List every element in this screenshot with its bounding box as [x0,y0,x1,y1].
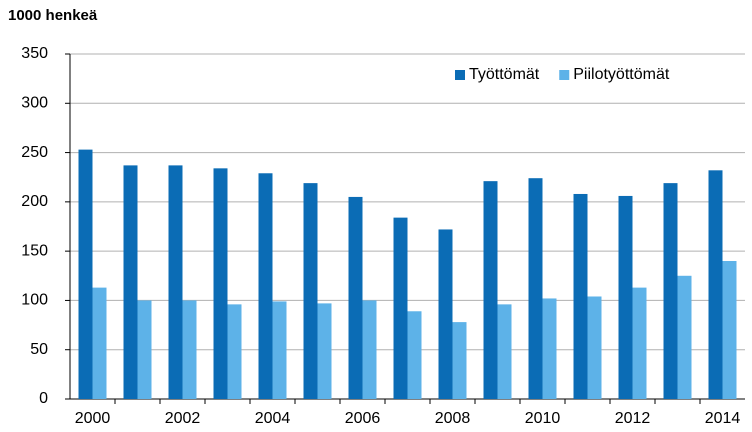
y-tick-label: 350 [21,45,48,62]
legend-swatch [559,70,570,80]
bar [528,178,543,399]
bar [123,165,138,399]
bar [452,322,467,399]
bar [632,287,647,399]
legend-label: Piilotyöttömät [573,66,670,83]
bar [708,170,723,399]
bar [317,303,332,399]
bar [573,193,588,399]
x-tick-label: 2014 [705,410,741,427]
bar [663,183,678,399]
bar [677,275,692,399]
bar [137,300,152,399]
legend-swatch [455,70,465,80]
bar [213,168,228,399]
x-tick-label: 2002 [165,410,201,427]
bar [722,261,737,399]
bar [182,300,197,399]
bar [407,311,422,399]
bar [393,217,408,399]
x-tick-label: 2012 [615,410,651,427]
bar [92,287,107,399]
y-tick-label: 50 [30,341,48,358]
bar [227,304,242,399]
x-tick-label: 2010 [525,410,561,427]
chart-title: 1000 henkeä [8,7,98,24]
y-tick-label: 100 [21,292,48,309]
bar [618,195,633,399]
y-tick-label: 200 [21,193,48,210]
bar [303,183,318,399]
bar [168,165,183,399]
legend-label: Työttömät [469,66,540,83]
y-tick-label: 0 [39,390,48,407]
x-tick-label: 2006 [345,410,381,427]
bar [348,196,363,399]
bar [497,304,512,399]
bar [272,301,287,399]
bar [587,296,602,399]
y-tick-label: 250 [21,144,48,161]
y-tick-label: 300 [21,95,48,112]
bar [483,181,498,399]
bar [438,229,453,399]
bar [78,149,93,399]
bar [362,300,377,399]
x-tick-label: 2000 [75,410,111,427]
bar [258,173,273,399]
x-tick-label: 2004 [255,410,291,427]
bar [542,298,557,399]
y-tick-label: 150 [21,242,48,259]
x-tick-label: 2008 [435,410,471,427]
